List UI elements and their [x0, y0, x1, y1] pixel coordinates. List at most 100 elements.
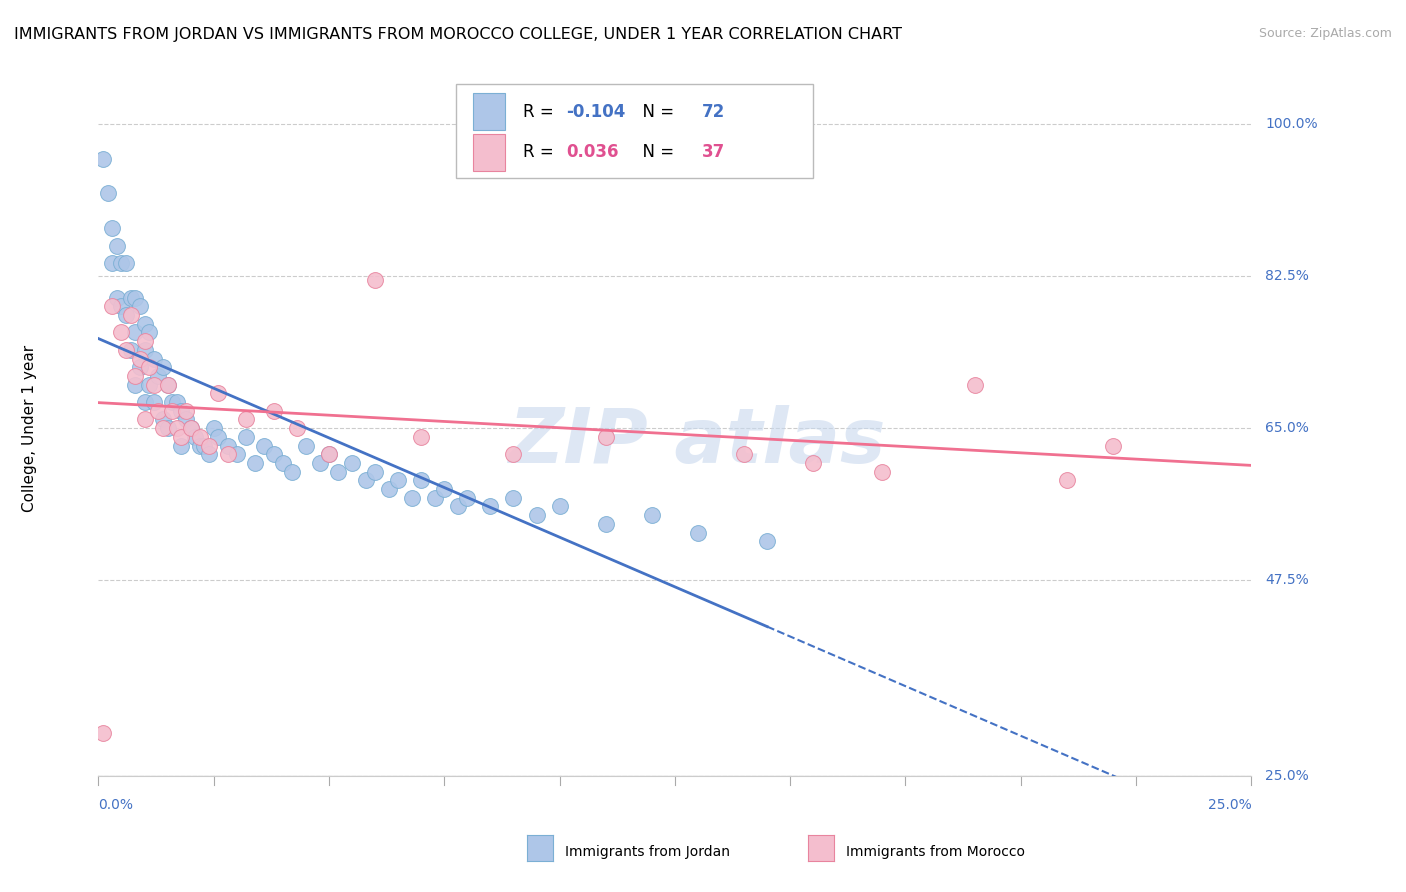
Point — [502, 447, 524, 461]
Point — [548, 500, 571, 514]
Point — [129, 360, 152, 375]
Bar — [472, 94, 505, 129]
Text: 72: 72 — [702, 103, 724, 120]
Point — [129, 351, 152, 366]
Point — [318, 447, 340, 461]
Point — [456, 491, 478, 505]
Text: N =: N = — [633, 103, 679, 120]
Point — [401, 491, 423, 505]
Point — [156, 377, 179, 392]
Point — [134, 334, 156, 348]
Text: 65.0%: 65.0% — [1265, 421, 1309, 435]
Point — [124, 369, 146, 384]
Text: 100.0%: 100.0% — [1265, 117, 1317, 131]
Point — [1102, 438, 1125, 452]
Point — [160, 403, 183, 417]
Point — [152, 421, 174, 435]
Bar — [472, 135, 505, 170]
Point — [115, 256, 138, 270]
Point — [115, 343, 138, 357]
Point — [756, 534, 779, 549]
Point — [124, 291, 146, 305]
Text: N =: N = — [633, 144, 679, 161]
Point — [166, 421, 188, 435]
Point — [148, 369, 170, 384]
Point — [207, 430, 229, 444]
Point — [180, 421, 202, 435]
Point — [526, 508, 548, 523]
Point — [184, 430, 207, 444]
Point — [502, 491, 524, 505]
Point — [378, 482, 401, 496]
Point — [101, 256, 124, 270]
Point — [142, 351, 165, 366]
Point — [124, 326, 146, 340]
Point — [595, 516, 617, 531]
Text: 0.036: 0.036 — [567, 144, 619, 161]
Point — [281, 465, 304, 479]
Point — [97, 186, 120, 201]
Point — [129, 299, 152, 313]
Point — [160, 395, 183, 409]
Point — [202, 421, 225, 435]
Point — [193, 438, 215, 452]
Point — [174, 412, 197, 426]
Text: 37: 37 — [702, 144, 724, 161]
Point — [447, 500, 470, 514]
Text: 47.5%: 47.5% — [1265, 574, 1309, 587]
Point — [105, 291, 128, 305]
Point — [479, 500, 502, 514]
Point — [318, 447, 340, 461]
Point — [166, 395, 188, 409]
Point — [263, 403, 285, 417]
Point — [101, 221, 124, 235]
Point — [641, 508, 664, 523]
Point — [217, 438, 239, 452]
Point — [235, 430, 257, 444]
Point — [188, 430, 211, 444]
Point — [198, 438, 221, 452]
Point — [387, 473, 409, 487]
Point — [433, 482, 456, 496]
Text: 25.0%: 25.0% — [1265, 769, 1309, 783]
Text: 82.5%: 82.5% — [1265, 269, 1309, 283]
Point — [263, 447, 285, 461]
Point — [801, 456, 824, 470]
Point — [308, 456, 330, 470]
Text: College, Under 1 year: College, Under 1 year — [21, 344, 37, 512]
Point — [295, 438, 318, 452]
Point — [134, 317, 156, 331]
Point — [271, 456, 294, 470]
Point — [142, 395, 165, 409]
Point — [872, 465, 894, 479]
Point — [253, 438, 276, 452]
Text: R =: R = — [523, 144, 558, 161]
Point — [963, 377, 986, 392]
Point — [134, 343, 156, 357]
Point — [152, 360, 174, 375]
Text: Immigrants from Jordan: Immigrants from Jordan — [565, 845, 730, 859]
Point — [170, 403, 193, 417]
Point — [217, 447, 239, 461]
Point — [120, 291, 142, 305]
Point — [110, 299, 132, 313]
Point — [423, 491, 446, 505]
Point — [285, 421, 308, 435]
Point — [733, 447, 755, 461]
Point — [364, 465, 387, 479]
Point — [340, 456, 363, 470]
Point — [207, 386, 229, 401]
Point — [364, 273, 387, 287]
Point — [156, 421, 179, 435]
Point — [235, 412, 257, 426]
Text: Immigrants from Morocco: Immigrants from Morocco — [846, 845, 1025, 859]
Point — [411, 473, 433, 487]
Point — [138, 377, 160, 392]
Point — [134, 412, 156, 426]
Point — [245, 456, 267, 470]
Point — [174, 403, 197, 417]
Point — [595, 430, 617, 444]
Point — [134, 395, 156, 409]
Point — [91, 152, 114, 166]
Text: Source: ZipAtlas.com: Source: ZipAtlas.com — [1258, 27, 1392, 40]
